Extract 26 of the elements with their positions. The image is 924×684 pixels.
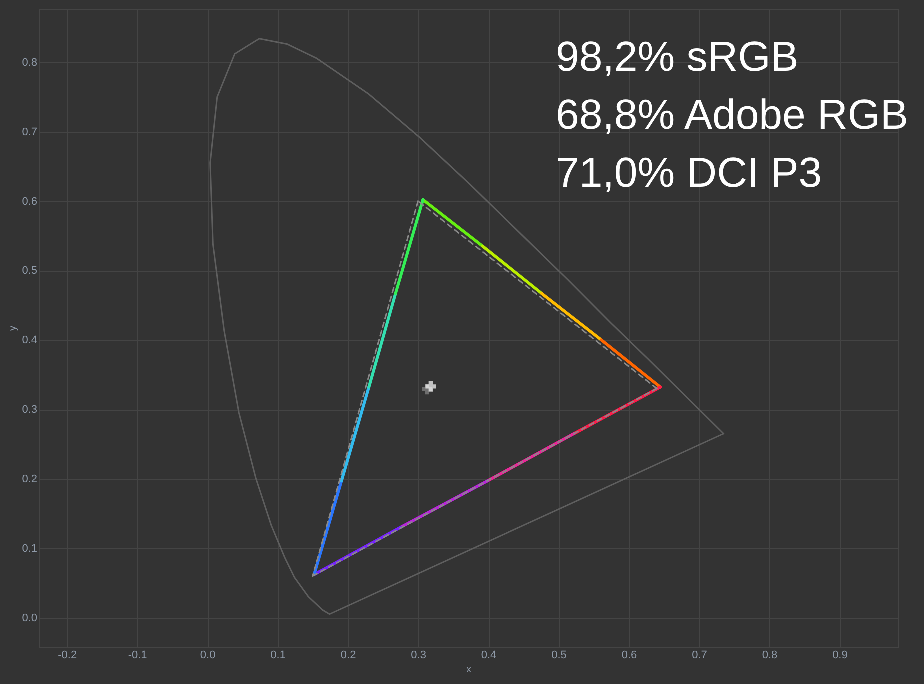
annotation: 98,2% sRGB bbox=[556, 33, 799, 80]
y-tick-label: 0.6 bbox=[22, 196, 38, 208]
x-tick-label: 0.8 bbox=[762, 650, 778, 662]
y-tick-label: 0.4 bbox=[22, 334, 38, 347]
y-tick-label: 0.2 bbox=[22, 473, 38, 486]
y-axis-title: y bbox=[8, 326, 20, 331]
y-tick-label: 0.5 bbox=[22, 265, 38, 278]
x-tick-label: 0.7 bbox=[692, 650, 708, 662]
x-tick-label: 0.3 bbox=[411, 650, 426, 662]
y-tick-label: 0.3 bbox=[22, 404, 38, 416]
x-tick-label: 0.0 bbox=[200, 650, 216, 662]
x-tick-label: 0.9 bbox=[832, 650, 848, 662]
y-tick-label: 0.7 bbox=[22, 126, 38, 138]
x-tick-label: 0.6 bbox=[622, 650, 638, 662]
y-tick-label: 0.8 bbox=[22, 56, 38, 69]
x-tick-label: 0.4 bbox=[481, 650, 497, 662]
x-tick-label: -0.1 bbox=[128, 650, 148, 662]
x-tick-label: 0.5 bbox=[552, 650, 567, 662]
x-tick-label: -0.2 bbox=[58, 650, 78, 662]
annotation: 71,0% DCI P3 bbox=[556, 149, 822, 196]
y-tick-label: 0.1 bbox=[22, 542, 38, 555]
x-axis-title: x bbox=[466, 664, 472, 676]
x-tick-label: 0.2 bbox=[340, 650, 356, 662]
annotation: 68,8% Adobe RGB bbox=[556, 91, 909, 138]
y-tick-label: 0.0 bbox=[22, 612, 38, 624]
x-tick-label: 0.1 bbox=[270, 650, 286, 662]
